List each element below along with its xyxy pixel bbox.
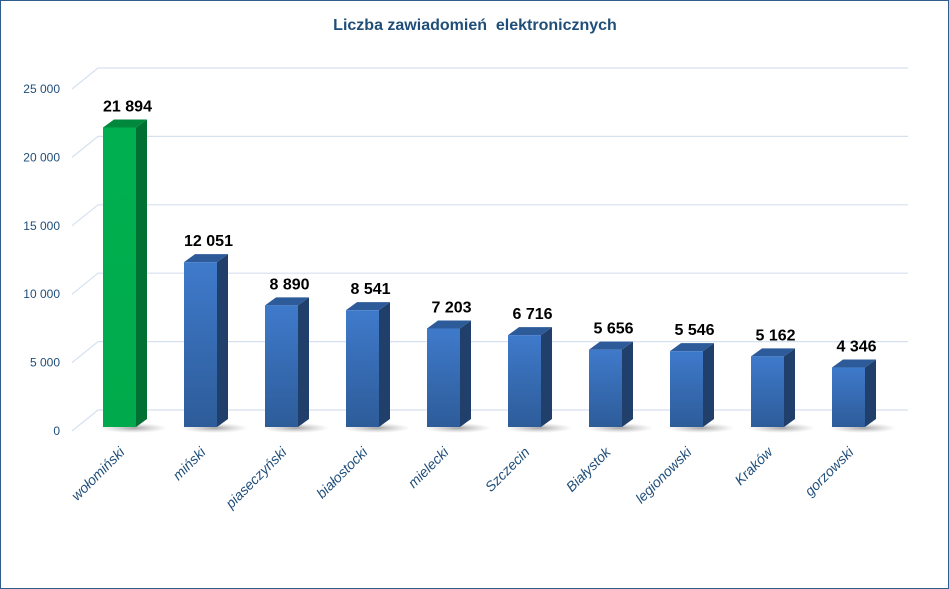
bar [184, 262, 217, 427]
bar-top [508, 327, 552, 336]
y-tick-label: 10 000 [23, 287, 60, 301]
bar [265, 305, 298, 427]
y-tick-label: 0 [53, 424, 60, 438]
data-label: 4 346 [836, 339, 876, 356]
data-label: 12 051 [184, 233, 233, 250]
bar-top [751, 348, 795, 357]
data-label: 7 203 [431, 299, 471, 316]
bar [508, 335, 541, 427]
data-label: 5 162 [755, 327, 795, 344]
data-label: 8 890 [269, 276, 309, 293]
x-tick-label: Kraków [731, 443, 776, 488]
gridline [71, 409, 908, 432]
bar-side [217, 254, 228, 427]
x-tick-label: białostocki [313, 443, 371, 501]
bar [103, 127, 136, 427]
bar [670, 351, 703, 427]
bar-side [541, 327, 552, 427]
gridline [71, 67, 908, 90]
bar-top [832, 359, 876, 368]
bar-top [427, 320, 471, 329]
bar-side [460, 320, 471, 427]
bar [427, 328, 460, 427]
gridline [71, 272, 908, 295]
x-tick-label: miński [169, 443, 209, 483]
bar-top [103, 119, 147, 128]
x-tick-label: Szczecin [482, 444, 533, 495]
bar-side [298, 297, 309, 427]
bar-side [703, 343, 714, 427]
x-tick-label: wołomiński [68, 443, 128, 503]
bar-side [865, 359, 876, 427]
data-label: 21 894 [103, 98, 152, 115]
data-label: 8 541 [350, 281, 390, 298]
y-tick-label: 20 000 [23, 150, 60, 164]
bar-side [379, 302, 390, 427]
bar-top [670, 343, 714, 352]
bar [589, 349, 622, 427]
x-tick-label: legionowski [632, 443, 695, 506]
y-tick-label: 15 000 [23, 219, 60, 233]
x-tick-label: gorzowski [801, 443, 857, 499]
bar [346, 310, 379, 427]
data-label: 6 716 [512, 306, 552, 323]
gridline [71, 204, 908, 227]
bar-top [184, 254, 228, 263]
bar-top [346, 302, 390, 311]
chart-title: Liczba zawiadomień elektronicznych [333, 17, 617, 34]
gridline [71, 341, 908, 364]
x-tick-label: mielecki [405, 443, 453, 491]
bar [832, 367, 865, 427]
bar-side [136, 119, 147, 427]
x-tick-label: Białystok [563, 443, 615, 495]
bar [751, 356, 784, 427]
bar-side [622, 341, 633, 427]
y-tick-label: 25 000 [23, 82, 60, 96]
data-label: 5 656 [593, 321, 633, 338]
bar-top [589, 341, 633, 350]
y-tick-label: 5 000 [30, 356, 60, 370]
data-label: 5 546 [674, 322, 714, 339]
x-tick-label: piaseczyński [221, 443, 290, 512]
bar-top [265, 297, 309, 306]
bar-side [784, 348, 795, 427]
gridline [71, 135, 908, 158]
